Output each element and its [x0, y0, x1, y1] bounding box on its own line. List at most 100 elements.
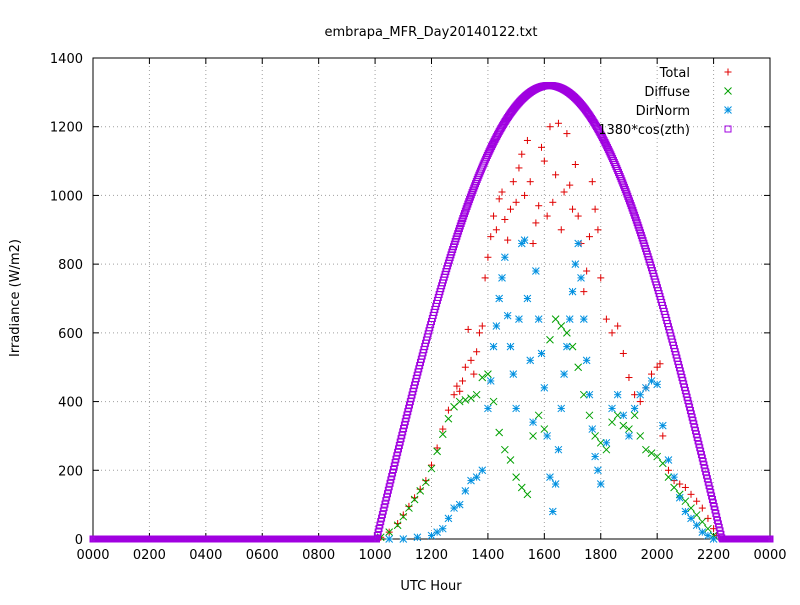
data-point — [636, 432, 645, 440]
legend-marker — [724, 68, 732, 76]
data-point — [554, 445, 563, 454]
data-point — [518, 150, 526, 158]
data-point — [557, 322, 566, 330]
cos-zth-point — [631, 214, 639, 222]
data-point — [500, 445, 509, 454]
data-point — [675, 493, 684, 502]
data-point — [551, 480, 560, 488]
legend-label: 1380*cos(zth) — [598, 123, 690, 138]
data-point — [529, 432, 537, 440]
data-point — [704, 524, 712, 533]
x-tick-label: 0000 — [76, 548, 109, 563]
data-point — [478, 322, 486, 330]
data-point — [548, 507, 557, 516]
data-point — [583, 267, 591, 275]
data-point — [602, 315, 610, 323]
legend-label: Diffuse — [644, 85, 690, 100]
data-point — [492, 226, 500, 234]
cos-zth-point — [464, 200, 472, 208]
data-point — [692, 521, 701, 530]
data-point — [405, 504, 413, 512]
data-point — [574, 212, 582, 220]
data-point — [574, 363, 583, 372]
data-point — [422, 478, 430, 487]
data-point — [529, 418, 537, 427]
data-point — [455, 397, 464, 406]
data-point — [571, 161, 579, 169]
data-point — [692, 511, 701, 519]
data-point — [585, 411, 594, 420]
data-point — [453, 382, 461, 390]
data-point — [385, 528, 394, 536]
cos-zth-point — [622, 188, 630, 196]
data-point — [571, 260, 580, 268]
data-point — [546, 335, 554, 344]
data-point — [709, 535, 718, 543]
data-point — [557, 404, 566, 413]
cos-zth-point — [619, 179, 627, 187]
series-open-square — [89, 81, 774, 543]
data-point — [501, 215, 509, 223]
data-point — [656, 360, 664, 368]
cos-zth-point — [468, 189, 476, 197]
x-tick-label: 1200 — [415, 548, 448, 563]
data-point — [495, 294, 504, 303]
legend-marker — [724, 87, 732, 95]
data-point — [489, 397, 498, 406]
data-point — [515, 315, 523, 323]
data-point — [636, 390, 645, 399]
data-point — [563, 329, 571, 337]
data-point — [687, 514, 695, 523]
data-point — [540, 425, 549, 433]
data-point — [585, 233, 593, 241]
data-point — [509, 370, 518, 378]
data-point — [515, 164, 523, 172]
data-point — [472, 390, 481, 399]
legend: Total Diffuse DirNorm 1380*cos(zth) — [598, 66, 732, 138]
data-point — [687, 504, 695, 512]
data-point — [619, 349, 627, 357]
cos-zth-point — [462, 205, 470, 213]
data-point — [670, 473, 678, 482]
data-point — [517, 483, 526, 492]
data-point — [563, 342, 571, 351]
data-point — [582, 356, 591, 365]
data-point — [495, 428, 504, 437]
data-point — [614, 322, 622, 330]
data-point — [405, 502, 413, 510]
data-point — [529, 240, 537, 248]
x-tick-label: 0000 — [753, 548, 786, 563]
cos-zth-point — [466, 193, 474, 201]
data-point — [630, 411, 639, 420]
cos-zth-point — [467, 191, 475, 199]
data-point — [596, 480, 605, 488]
data-point — [664, 466, 672, 474]
data-point — [653, 452, 662, 461]
data-point — [461, 363, 469, 371]
legend-marker — [724, 125, 732, 133]
data-point — [456, 387, 464, 395]
data-point — [681, 483, 689, 491]
x-tick-label: 1400 — [471, 548, 504, 563]
data-point — [532, 219, 540, 227]
data-point — [455, 500, 464, 509]
data-point — [399, 511, 407, 519]
data-point — [506, 456, 515, 464]
data-point — [642, 445, 650, 454]
data-point — [563, 130, 571, 138]
cos-zth-point — [460, 212, 468, 220]
data-point — [475, 329, 483, 337]
data-point — [566, 181, 574, 189]
data-point — [433, 447, 441, 456]
data-point — [444, 514, 453, 523]
data-point — [394, 520, 402, 528]
data-point — [484, 370, 492, 378]
cos-zth-point — [461, 210, 469, 218]
data-point — [473, 348, 481, 356]
data-point — [487, 233, 495, 241]
data-point — [444, 414, 453, 423]
data-point — [532, 267, 540, 275]
cos-zth-point — [466, 195, 474, 203]
data-point — [574, 239, 583, 248]
